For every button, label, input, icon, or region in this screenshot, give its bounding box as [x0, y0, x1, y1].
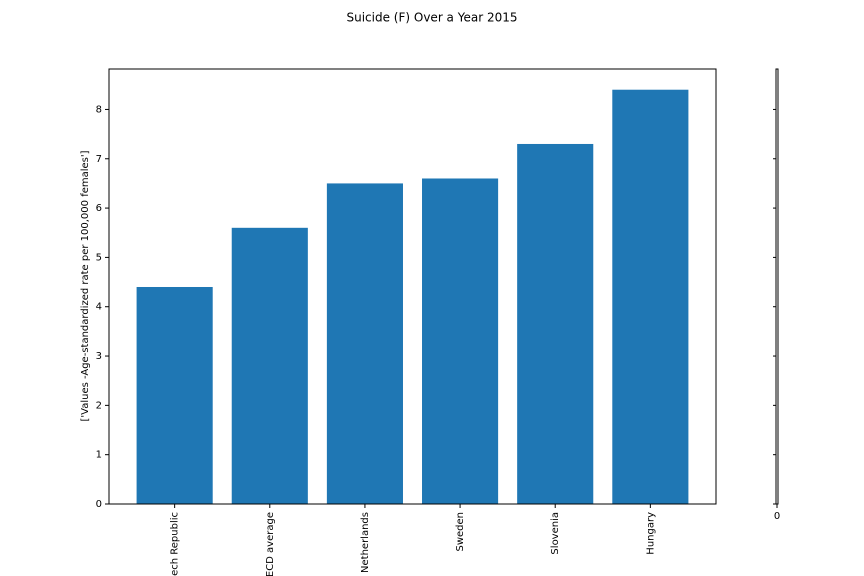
side-axis-x-tick-label: 0	[774, 511, 780, 522]
side-axis-frame	[775, 68, 779, 505]
y-tick-label: 4	[96, 302, 102, 313]
bar	[612, 89, 689, 504]
y-tick-label: 5	[96, 252, 102, 263]
bar	[231, 227, 308, 505]
y-tick-label: 8	[96, 104, 102, 115]
x-tick-label: ECD average	[265, 512, 276, 576]
x-tick-label: Slovenia	[550, 512, 561, 555]
x-tick-label: Sweden	[455, 512, 466, 552]
y-tick-label: 2	[96, 400, 102, 411]
y-tick-label: 0	[96, 499, 102, 510]
x-tick-label: Netherlands	[360, 512, 371, 573]
y-tick-label: 6	[96, 203, 102, 214]
y-tick-label: 3	[96, 351, 102, 362]
x-tick-label: Hungary	[645, 512, 656, 555]
bar	[326, 183, 403, 505]
bar	[517, 143, 594, 504]
x-tick-label: ech Republic	[170, 512, 181, 576]
chart-title: Suicide (F) Over a Year 2015	[347, 11, 518, 25]
bar	[136, 286, 213, 504]
y-tick-label: 7	[96, 154, 102, 165]
y-axis-label: ['Values -Age-standardized rate per 100,…	[80, 150, 91, 421]
bar	[422, 178, 499, 504]
plot-frame	[108, 68, 717, 505]
y-tick-label: 1	[96, 450, 102, 461]
